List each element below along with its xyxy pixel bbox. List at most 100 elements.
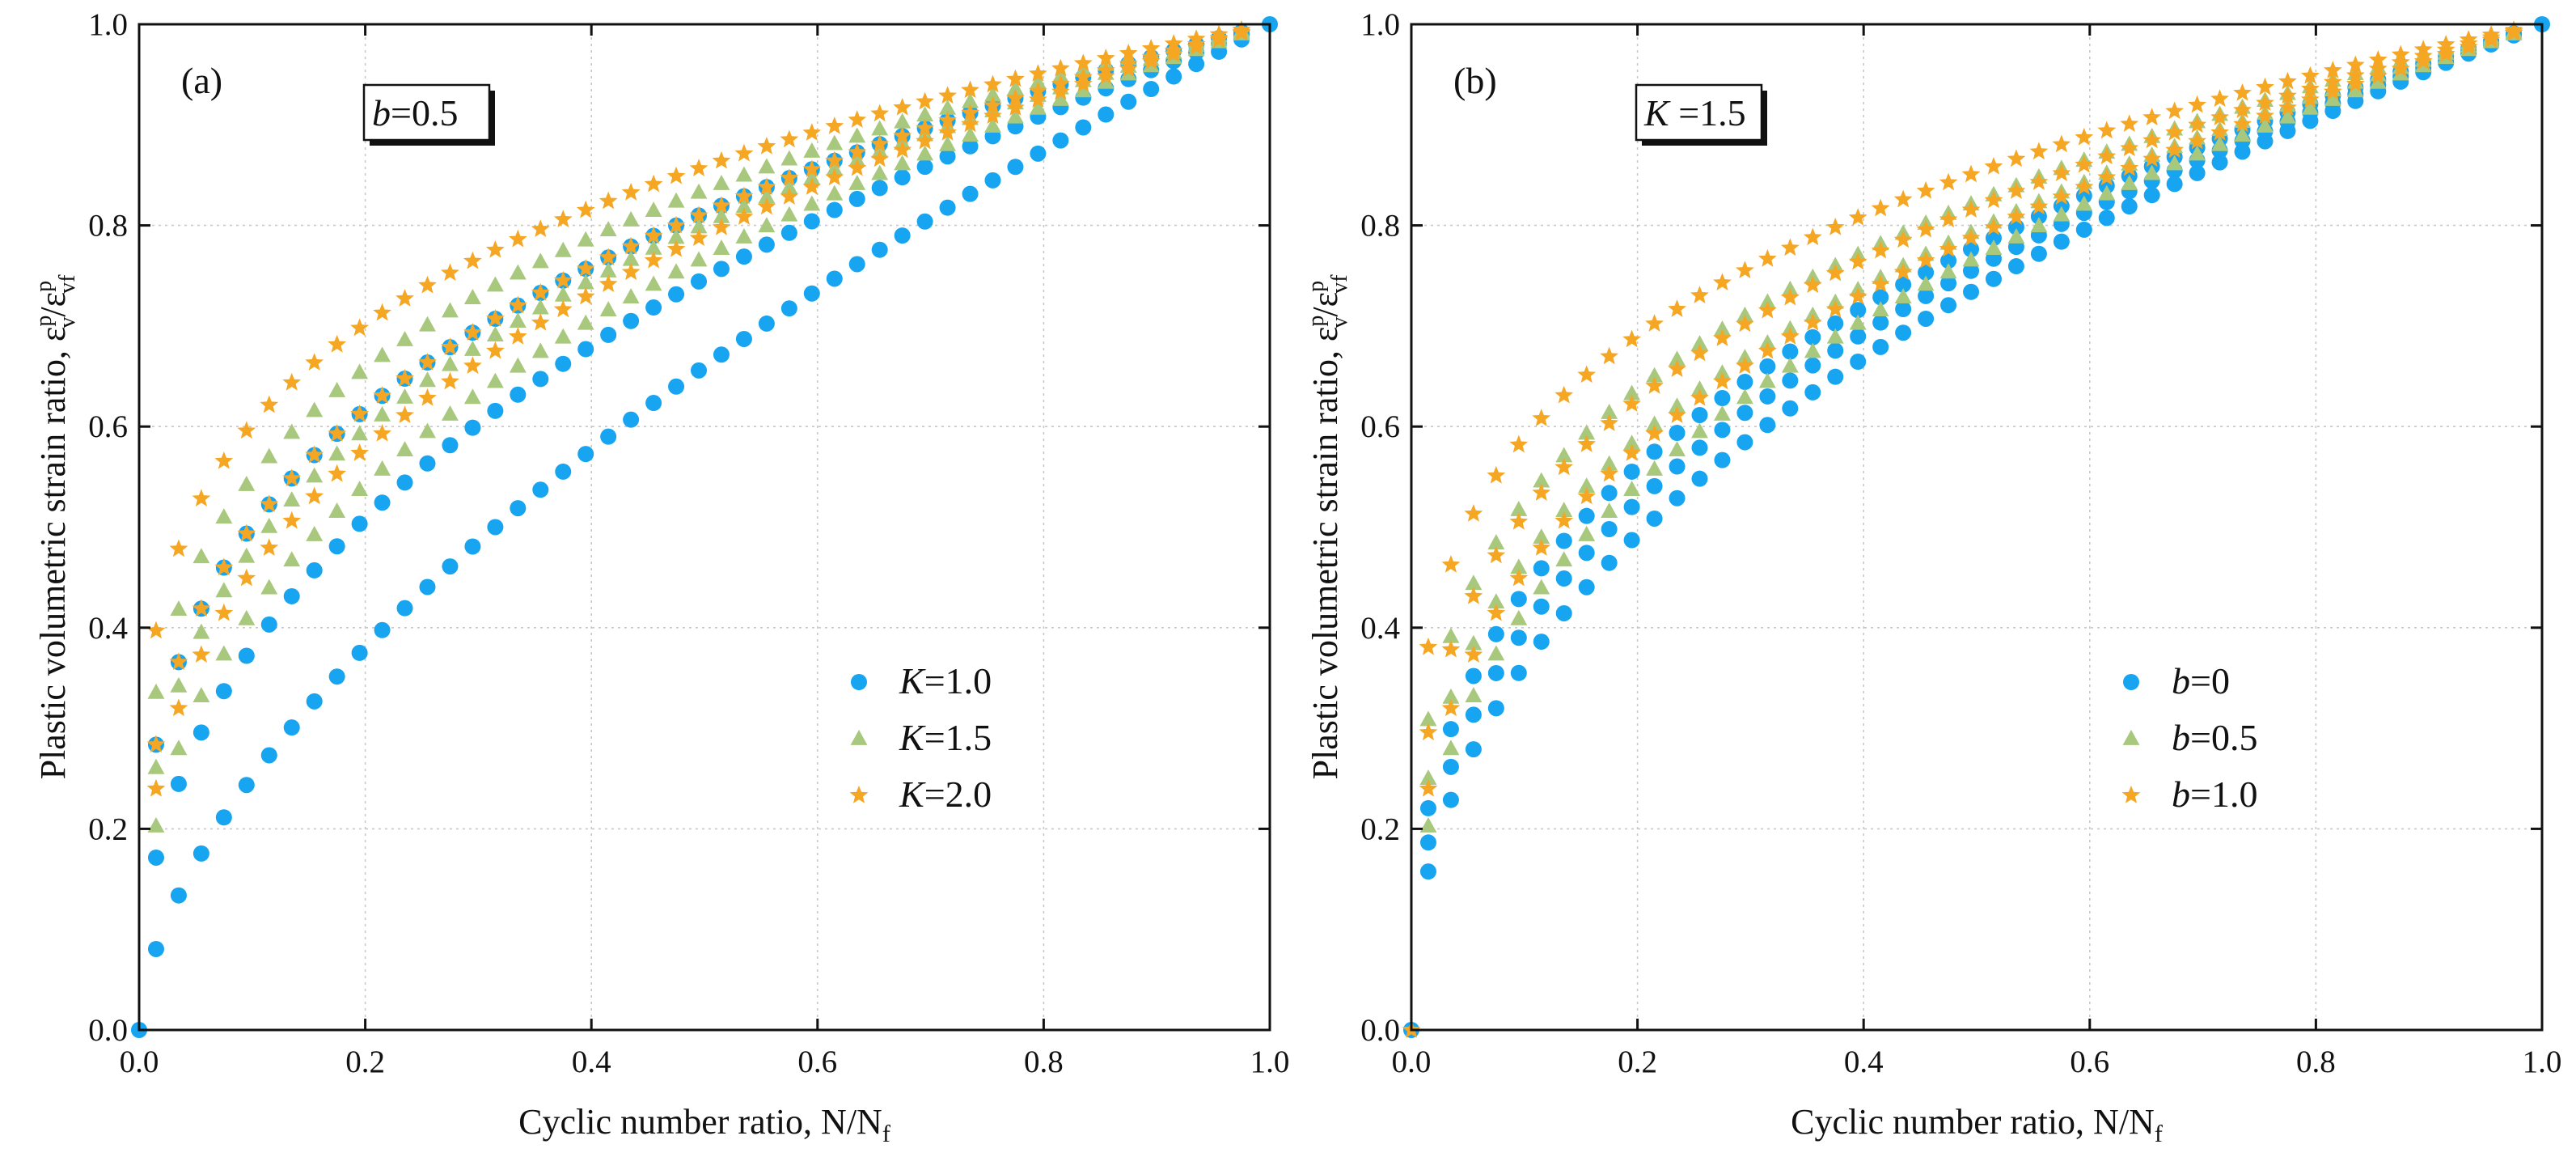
data-point [1074,82,1092,98]
data-point [2143,164,2161,180]
y-tick-label: 1.0 [88,7,128,42]
series-b0 [1403,16,2550,1038]
data-point [419,422,436,439]
data-point [2189,145,2206,161]
data-point [1780,326,1800,345]
data-point [374,405,391,422]
data-point [2234,126,2251,142]
x-tick-label: 0.2 [1618,1045,1657,1079]
data-point [1736,261,1754,278]
data-point [1690,343,1709,362]
data-point [214,603,234,621]
data-point [306,562,323,578]
data-point [2368,66,2388,85]
data-point [2345,74,2365,92]
data-point [283,491,301,507]
data-point [1555,570,1572,587]
data-point [2143,187,2160,204]
data-point [916,91,935,110]
x-tick-label: 0.8 [2296,1045,2336,1079]
data-point [1804,342,1821,358]
parameter-label: K =1.5 [1643,92,1746,134]
data-point [1119,43,1138,61]
data-point [1510,609,1528,625]
data-point [691,273,708,290]
data-point [2007,227,2025,244]
data-point [1872,289,1889,306]
data-point [962,185,979,202]
data-point [1848,286,1867,305]
axis-ticks: 0.0 0.2 0.4 0.6 0.8 1.0 0.0 0.2 0.4 0.6 0.8 1.0 [1360,7,2561,1079]
data-point [1622,443,1642,461]
y-axis-label-eps: ε [33,292,73,307]
data-point [396,388,413,404]
data-point [1533,578,1550,595]
data-point [893,97,912,116]
data-point [961,80,979,99]
data-point [713,346,730,363]
data-point [734,143,754,162]
x-tick-label: 0.6 [2070,1045,2109,1079]
data-point [441,337,459,355]
data-point [802,177,822,195]
data-point [508,229,527,248]
data-point [192,489,211,507]
data-point [260,747,277,764]
data-point [2346,82,2364,98]
data-point [1872,338,1889,355]
data-point [1848,208,1867,226]
data-point [577,231,594,247]
data-point [170,600,188,617]
data-point [576,286,595,305]
data-point [1120,93,1137,110]
data-point [825,117,844,134]
data-point [2481,30,2501,49]
data-point [2098,184,2116,201]
legend-marker [2122,730,2140,745]
data-point [1029,64,1047,82]
data-point [1165,68,1182,85]
y-tick-label: 0.6 [1360,409,1400,444]
data-point [2030,217,2048,233]
data-point [1600,346,1619,365]
data-point [1419,834,1436,851]
parameter-value: =0.5 [391,92,458,134]
data-point [826,201,843,218]
data-point [1075,119,1092,136]
data-point [441,371,459,390]
data-point [623,312,640,329]
data-point [328,668,345,685]
data-point [553,299,573,318]
data-point [802,159,822,177]
data-point [1164,44,1183,62]
data-point [419,316,436,332]
data-point [894,155,912,171]
data-point [1893,189,1913,208]
legend-marker [850,730,868,745]
data-point [1601,502,1618,518]
data-point [1645,376,1664,394]
data-point [328,502,346,518]
data-point [553,270,573,289]
data-point [1006,88,1025,107]
data-point [1119,59,1138,77]
y-tick-label: 1.0 [1360,7,1400,42]
data-point [2097,167,2117,186]
data-point [1555,502,1573,517]
data-point [1442,740,1460,756]
data-point [170,740,188,756]
legend-variable: b [2172,717,2190,758]
data-point [1030,145,1047,162]
data-point [328,334,347,353]
data-point [2256,77,2274,95]
data-point [306,693,323,710]
data-point [1096,66,1115,85]
data-point [238,475,256,491]
data-point [1940,252,1957,269]
data-point [2324,90,2341,106]
x-axis-label: Cyclic number ratio, N/Nf [1791,1102,2163,1147]
data-point [758,217,776,233]
data-point [509,357,527,373]
x-tick-label: 1.0 [2523,1045,2562,1079]
